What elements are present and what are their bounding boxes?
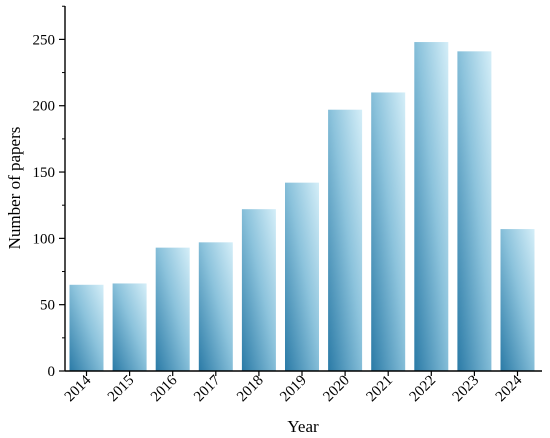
axes-layer [64, 6, 542, 372]
y-tick-label-0: 0 [48, 364, 56, 380]
x-tick-label-2015: 2015 [105, 373, 138, 406]
bar-2017 [198, 242, 233, 371]
x-tick-label-2021: 2021 [364, 373, 397, 406]
y-tick-label-250: 250 [33, 32, 56, 48]
bar-2019 [285, 182, 319, 371]
x-axis-title: Year [287, 417, 319, 436]
x-tick-label-2018: 2018 [234, 373, 267, 406]
bar-2023 [457, 51, 492, 372]
x-tick-label-2016: 2016 [148, 372, 181, 405]
x-tick-label-2023: 2023 [450, 373, 483, 406]
x-tick-label-2019: 2019 [277, 373, 310, 406]
y-axis-title: Number of papers [5, 127, 24, 250]
y-tick-label-150: 150 [33, 165, 56, 181]
bar-2015 [112, 283, 147, 371]
x-tick-label-2014: 2014 [62, 372, 95, 405]
bar-2021 [371, 92, 406, 372]
x-ticks: 2014 2015 2016 2017 2018 2019 2020 2021 2022 2023… [62, 371, 526, 405]
bar-2024 [500, 229, 535, 371]
x-tick-label-2024: 2024 [493, 372, 526, 405]
y-tick-label-100: 100 [33, 231, 56, 247]
y-ticks: 0 50 100 150 200 250 [33, 5, 65, 380]
bar-2020 [328, 109, 363, 371]
bar-2014 [69, 284, 104, 371]
bars-layer [69, 42, 535, 372]
bar-2018 [241, 209, 276, 371]
bar-2022 [414, 42, 449, 372]
x-tick-label-2020: 2020 [320, 373, 353, 406]
x-tick-label-2017: 2017 [191, 372, 224, 405]
bar-2016 [155, 247, 190, 371]
y-tick-label-50: 50 [40, 298, 55, 314]
x-tick-label-2022: 2022 [407, 373, 440, 406]
y-tick-label-200: 200 [33, 99, 56, 115]
